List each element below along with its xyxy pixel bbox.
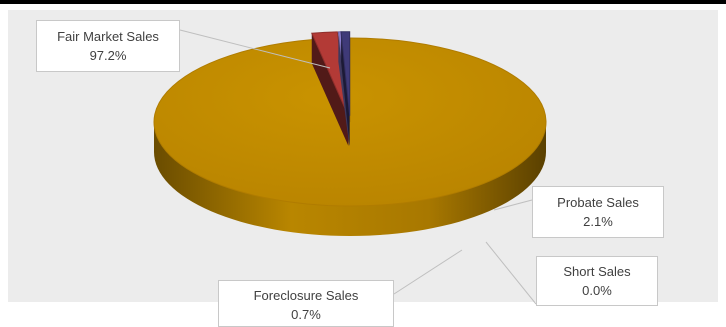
value-label: 0.7%: [291, 307, 321, 322]
pie-chart: [153, 29, 547, 305]
data-label-short-sales: Short Sales 0.0%: [536, 256, 658, 306]
data-label-fair-market-sales: Fair Market Sales 97.2%: [36, 20, 180, 72]
slices-layer: [153, 31, 547, 236]
category-label: Short Sales: [563, 264, 631, 279]
data-label-foreclosure-sales: Foreclosure Sales 0.7%: [218, 280, 394, 327]
category-label: Fair Market Sales: [57, 29, 159, 44]
leader-foreclosure-sales: [393, 249, 463, 295]
leader-short-sales: [485, 241, 537, 305]
category-label: Probate Sales: [557, 195, 639, 210]
value-label: 0.0%: [582, 283, 612, 298]
data-label-probate-sales: Probate Sales 2.1%: [532, 186, 664, 238]
category-label: Foreclosure Sales: [253, 288, 359, 303]
slice-fair-market-sales: [153, 37, 547, 236]
leader-probate-sales: [493, 199, 533, 211]
value-label: 2.1%: [583, 214, 613, 229]
leader-fair-market-sales: [179, 29, 331, 69]
slice-foreclosure-sales: [340, 31, 351, 146]
value-label: 97.2%: [89, 48, 127, 63]
leader-lines: [179, 29, 537, 305]
